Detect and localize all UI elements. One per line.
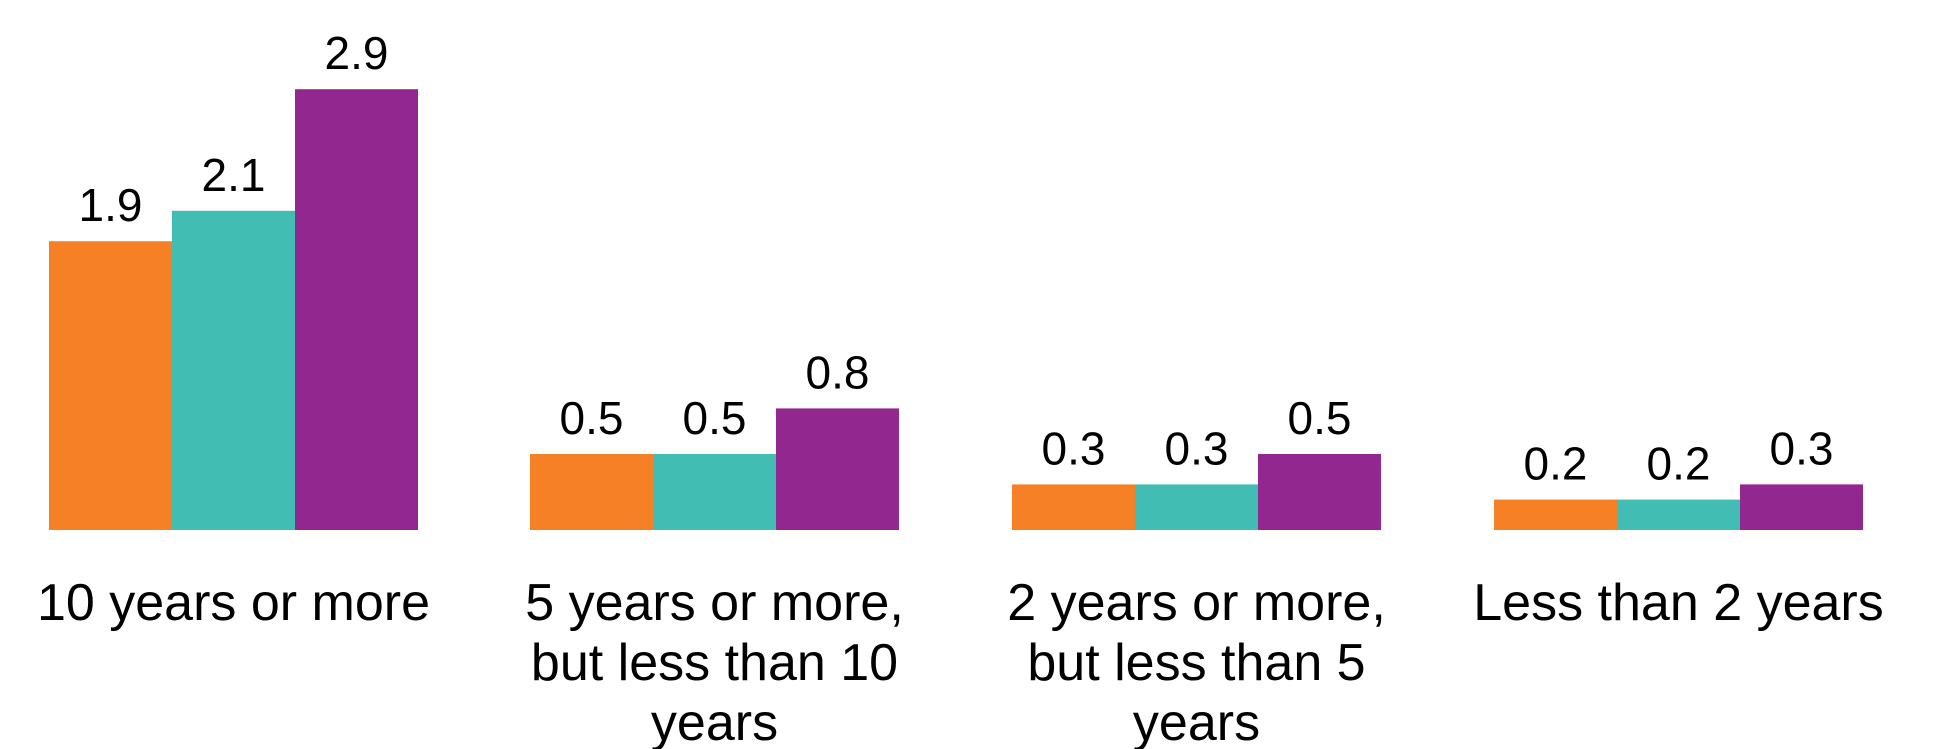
value-label-s2-c2: 0.5 xyxy=(683,392,747,444)
bar-s1-c4 xyxy=(1494,499,1617,530)
value-label-s2-c3: 0.3 xyxy=(1165,422,1229,474)
category-label-4-line-1: Less than 2 years xyxy=(1473,574,1883,632)
bar-s2-c1 xyxy=(172,210,295,531)
value-label-s3-c2: 0.8 xyxy=(806,346,870,398)
value-label-s2-c1: 2.1 xyxy=(202,149,266,201)
bar-s3-c4 xyxy=(1740,484,1863,530)
bar-s3-c3 xyxy=(1258,454,1381,530)
value-label-s1-c1: 1.9 xyxy=(79,179,143,231)
category-label-3-line-1: 2 years or more, xyxy=(1007,574,1386,632)
value-label-s3-c3: 0.5 xyxy=(1288,392,1352,444)
bar-s3-c2 xyxy=(776,408,899,530)
category-label-2-line-1: 5 years or more, xyxy=(525,574,904,632)
value-label-s1-c2: 0.5 xyxy=(560,392,624,444)
bar-s1-c2 xyxy=(530,454,653,530)
category-labels-layer: 10 years or more 5 years or more,but less… xyxy=(37,574,1884,749)
bar-s2-c2 xyxy=(653,454,776,530)
value-label-s1-c4: 0.2 xyxy=(1524,438,1588,490)
value-label-s1-c3: 0.3 xyxy=(1042,422,1106,474)
category-label-2-line-2: but less than 10 xyxy=(531,634,898,692)
bar-s3-c1 xyxy=(295,89,418,530)
category-label-3-line-2: but less than 5 xyxy=(1027,634,1365,692)
bars-layer xyxy=(49,89,1863,531)
bar-s1-c1 xyxy=(49,241,172,530)
category-label-2-line-3: years xyxy=(651,694,778,749)
value-label-s3-c1: 2.9 xyxy=(325,27,389,79)
value-label-s3-c4: 0.3 xyxy=(1770,422,1834,474)
bar-s1-c3 xyxy=(1012,484,1135,530)
category-label-3-line-3: years xyxy=(1133,694,1260,749)
value-labels-layer: 1.9 2.1 2.9 0.5 0.5 0.8 0.3 0.3 0.5 0.2 0.2 0.3 xyxy=(79,27,1834,489)
bar-s2-c4 xyxy=(1617,499,1740,530)
category-label-1-line-1: 10 years or more xyxy=(37,574,430,632)
bar-s2-c3 xyxy=(1135,484,1258,530)
value-label-s2-c4: 0.2 xyxy=(1647,438,1711,490)
